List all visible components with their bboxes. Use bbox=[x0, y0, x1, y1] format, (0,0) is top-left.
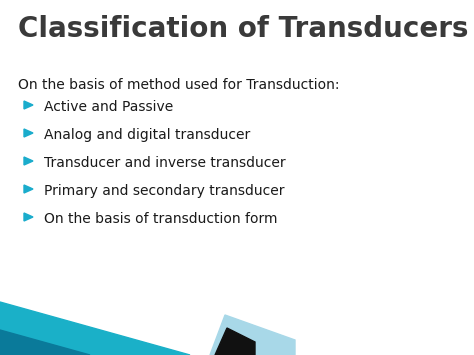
Polygon shape bbox=[24, 157, 33, 165]
Polygon shape bbox=[24, 213, 33, 221]
Text: Analog and digital transducer: Analog and digital transducer bbox=[44, 128, 250, 142]
Polygon shape bbox=[24, 101, 33, 109]
Text: Active and Passive: Active and Passive bbox=[44, 100, 173, 114]
Polygon shape bbox=[210, 315, 295, 355]
Text: Classification of Transducers: Classification of Transducers bbox=[18, 15, 468, 43]
Polygon shape bbox=[24, 129, 33, 137]
Text: On the basis of method used for Transduction:: On the basis of method used for Transduc… bbox=[18, 78, 339, 92]
Text: Primary and secondary transducer: Primary and secondary transducer bbox=[44, 184, 284, 198]
Text: Transducer and inverse transducer: Transducer and inverse transducer bbox=[44, 156, 286, 170]
Polygon shape bbox=[0, 302, 190, 355]
Polygon shape bbox=[0, 330, 90, 355]
Polygon shape bbox=[215, 328, 255, 355]
Text: On the basis of transduction form: On the basis of transduction form bbox=[44, 212, 277, 226]
Polygon shape bbox=[24, 185, 33, 193]
